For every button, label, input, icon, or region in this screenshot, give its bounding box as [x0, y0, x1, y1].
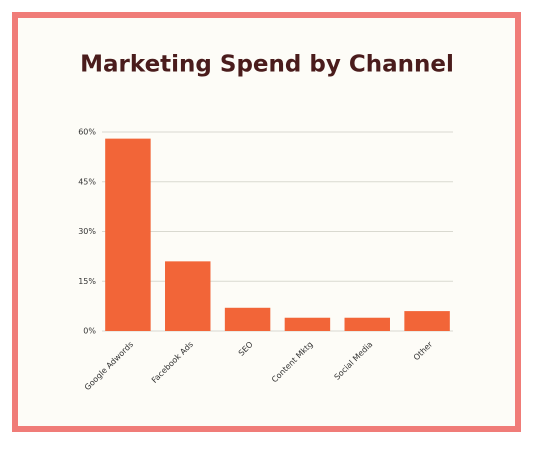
y-tick-label: 30%: [78, 227, 96, 236]
bar: [404, 311, 450, 331]
bar: [344, 317, 390, 331]
chart-title: Marketing Spend by Channel: [80, 52, 454, 78]
bar: [224, 307, 271, 331]
bar: [284, 317, 331, 331]
bar: [105, 138, 151, 331]
y-tick-label: 45%: [78, 177, 96, 186]
y-tick-label: 15%: [78, 277, 96, 286]
y-tick-label: 0%: [83, 327, 96, 336]
y-tick-label: 60%: [78, 128, 96, 137]
bar: [165, 261, 211, 331]
frame: [12, 12, 521, 432]
